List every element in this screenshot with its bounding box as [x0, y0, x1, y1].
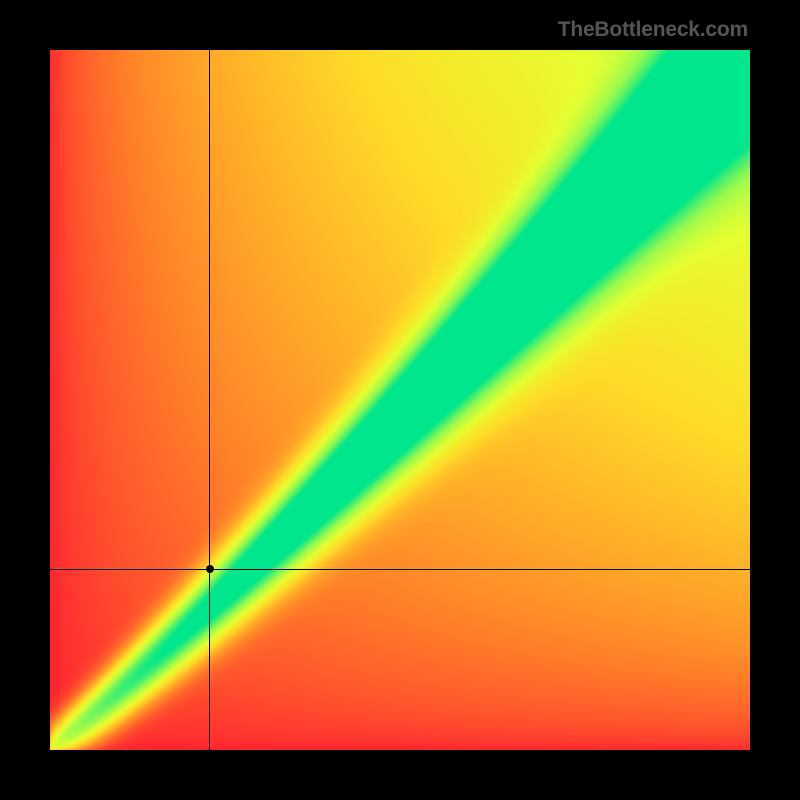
crosshair-vertical: [209, 50, 210, 750]
bottleneck-heatmap: [50, 50, 750, 750]
watermark-label: TheBottleneck.com: [558, 18, 748, 42]
heatmap-canvas: [50, 50, 750, 750]
crosshair-marker: [206, 565, 214, 573]
crosshair-horizontal: [50, 569, 750, 570]
